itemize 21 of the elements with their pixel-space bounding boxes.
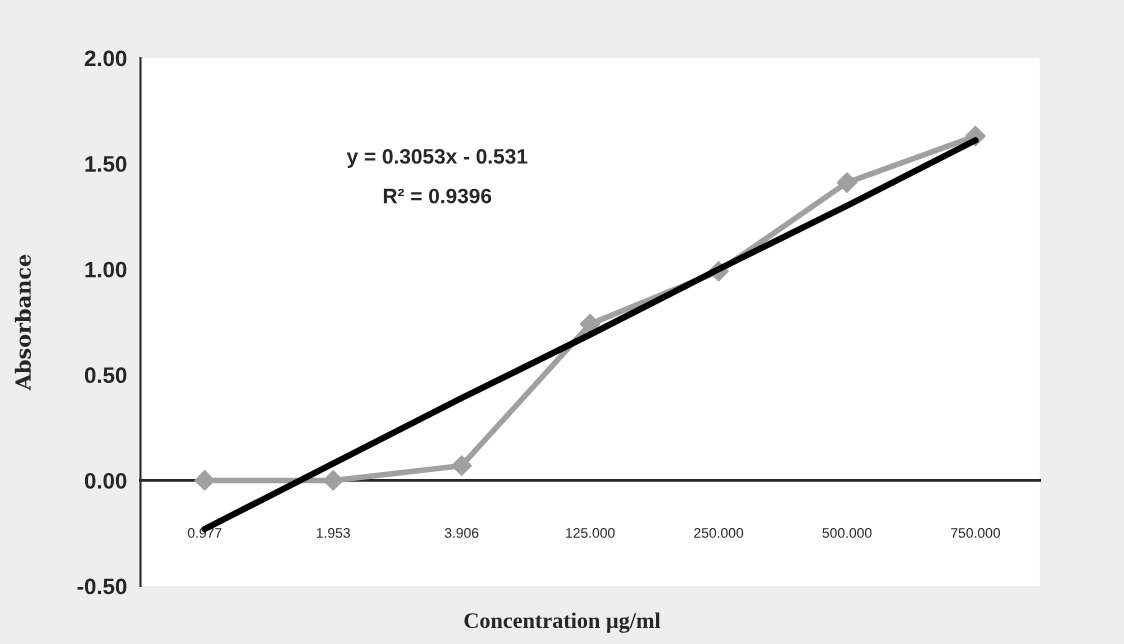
y-tick-label: -0.50 xyxy=(77,578,127,595)
point xyxy=(451,455,472,476)
point xyxy=(322,470,344,491)
x-tick-label: 750.000 xyxy=(951,528,1001,538)
annotation: R² = 0.9396 xyxy=(383,188,492,204)
y-tick-label: 2.00 xyxy=(84,50,127,67)
annotation: y = 0.3053x - 0.531 xyxy=(346,149,528,168)
y-tick-label: 1.00 xyxy=(85,261,127,278)
point xyxy=(194,470,216,491)
y-tick-label: 1.50 xyxy=(85,156,127,172)
x-tick-label: 3.906 xyxy=(444,528,479,538)
x-tick-label: 125.000 xyxy=(566,528,615,538)
x-tick-label: 1.953 xyxy=(316,528,350,538)
y-tick-label: 0.50 xyxy=(84,367,127,384)
point xyxy=(579,313,601,335)
x-tick-label: 250.000 xyxy=(694,528,744,538)
x-axis-title: Concentration µg/ml xyxy=(464,612,661,633)
y-axis-title: Absorbance xyxy=(14,254,31,391)
x-tick-label: 500.000 xyxy=(822,528,872,538)
y-tick-label: 0.00 xyxy=(84,472,127,489)
point xyxy=(836,172,858,193)
